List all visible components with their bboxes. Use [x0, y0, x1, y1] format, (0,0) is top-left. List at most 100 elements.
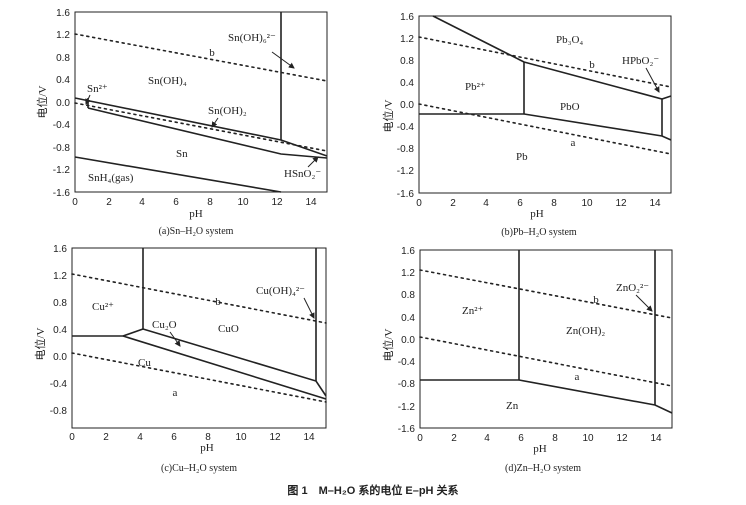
plot-frame — [418, 15, 672, 194]
line-b-label: b — [593, 294, 599, 306]
y-tick: 0.0 — [56, 98, 70, 109]
leader-arrow — [169, 331, 181, 347]
plot-frame — [419, 249, 673, 429]
x-tick: 6 — [518, 433, 524, 444]
x-tick: 2 — [450, 198, 456, 209]
region-label: Pb₃O₄ — [556, 34, 583, 46]
y-tick: -0.8 — [50, 406, 68, 417]
y-tick: 0.0 — [400, 100, 414, 111]
y-ticks: 1.6 1.2 0.8 0.4 0.0 -0.4 -0.8 -1.2 -1.6 — [53, 8, 71, 199]
x-ticks: 0 2 4 6 8 10 12 14 — [416, 198, 661, 209]
panel-caption: (c)Cu–H₂O system — [161, 463, 237, 474]
panel-caption: (b)Pb–H₂O system — [501, 227, 577, 238]
x-ticks: 0 2 4 6 8 10 12 14 — [72, 197, 317, 208]
panel-pb: 1.6 1.2 0.8 0.4 0.0 -0.4 -0.8 -1.2 -1.6 … — [381, 12, 672, 238]
y-tick: 0.0 — [401, 335, 415, 346]
y-tick: 1.6 — [400, 12, 414, 23]
y-tick: -0.4 — [53, 120, 71, 131]
line-b — [418, 36, 672, 88]
region-label: CuO — [218, 323, 239, 335]
line-a — [71, 352, 327, 403]
region-label: Cu — [138, 357, 151, 369]
x-tick: 0 — [69, 432, 75, 443]
x-tick: 8 — [207, 197, 213, 208]
x-ticks: 0 2 4 6 8 10 12 14 — [417, 433, 662, 444]
line-b-label: b — [209, 47, 215, 59]
y-tick: 0.4 — [53, 325, 67, 336]
x-tick: 4 — [137, 432, 143, 443]
figure-caption: 图 1 M–H₂O 系的电位 E–pH 关系 — [287, 483, 458, 497]
y-tick: 1.2 — [400, 34, 414, 45]
y-tick: -0.4 — [397, 122, 415, 133]
x-tick: 6 — [517, 198, 523, 209]
line-b-label: b — [589, 59, 595, 71]
boundary-line — [74, 97, 328, 157]
region-label: Cu₂O — [152, 319, 177, 331]
x-axis-label: pH — [200, 442, 214, 454]
x-tick: 12 — [616, 433, 628, 444]
y-tick: 1.2 — [56, 30, 70, 41]
x-tick: 14 — [303, 432, 315, 443]
leader-arrow — [645, 67, 660, 93]
y-tick: -1.2 — [398, 402, 416, 413]
region-label: Sn(OH)₄ — [148, 75, 187, 87]
y-tick: 0.8 — [56, 53, 70, 64]
panel-caption: (a)Sn–H₂O system — [159, 226, 234, 237]
boundary-line — [87, 107, 328, 159]
y-tick: 0.8 — [53, 298, 67, 309]
plot-frame — [71, 247, 327, 429]
region-label: Pb — [516, 151, 528, 163]
x-tick: 0 — [417, 433, 423, 444]
line-b — [419, 269, 673, 319]
y-tick: 1.2 — [53, 271, 67, 282]
region-label: Sn²⁺ — [87, 83, 108, 95]
y-tick: -1.6 — [53, 188, 71, 199]
y-tick: -0.4 — [398, 357, 416, 368]
x-tick: 14 — [305, 197, 317, 208]
region-label: HSnO₂⁻ — [284, 168, 321, 180]
y-ticks: 1.6 1.2 0.8 0.4 0.0 -0.4 -0.8 — [50, 244, 68, 417]
region-label: Cu(OH)₄²⁻ — [256, 285, 305, 297]
y-tick: 0.8 — [400, 56, 414, 67]
x-tick: 4 — [484, 433, 490, 444]
x-tick: 6 — [173, 197, 179, 208]
boundary-line — [122, 335, 327, 400]
line-b — [71, 273, 327, 324]
panel-zn: 1.6 1.2 0.8 0.4 0.0 -0.4 -0.8 -1.2 -1.6 … — [381, 246, 673, 474]
x-tick: 10 — [581, 198, 593, 209]
y-tick: -0.8 — [53, 143, 71, 154]
x-tick: 12 — [269, 432, 281, 443]
y-tick: -1.6 — [398, 424, 416, 435]
y-tick: 0.4 — [401, 313, 415, 324]
y-tick: -1.2 — [397, 166, 415, 177]
line-a-label: a — [173, 387, 178, 399]
y-axis-label: 电位/V — [35, 85, 49, 118]
y-tick: -0.8 — [398, 379, 416, 390]
y-tick: -1.6 — [397, 189, 415, 200]
y-tick: 1.2 — [401, 268, 415, 279]
plot-frame — [74, 11, 328, 193]
y-ticks: 1.6 1.2 0.8 0.4 0.0 -0.4 -0.8 -1.2 -1.6 — [398, 246, 416, 435]
line-a — [74, 102, 328, 152]
region-label: Pb²⁺ — [465, 81, 486, 93]
x-tick: 10 — [235, 432, 247, 443]
leader-arrow — [211, 117, 219, 128]
region-label: Cu²⁺ — [92, 301, 114, 313]
y-axis-label: 电位/V — [381, 99, 395, 132]
line-a-label: a — [575, 371, 580, 383]
region-label: HPbO₂⁻ — [622, 55, 659, 67]
y-tick: 0.8 — [401, 290, 415, 301]
region-label: Sn(OH)₆²⁻ — [228, 32, 276, 44]
y-axis-label: 电位/V — [381, 328, 395, 361]
leader-arrow — [303, 297, 315, 319]
y-tick: 1.6 — [401, 246, 415, 257]
x-tick: 8 — [205, 432, 211, 443]
boundary-line — [74, 156, 282, 193]
line-a — [418, 103, 672, 155]
y-tick: 1.6 — [56, 8, 70, 19]
x-tick: 10 — [237, 197, 249, 208]
x-tick: 2 — [106, 197, 112, 208]
leader-arrow — [85, 94, 91, 105]
